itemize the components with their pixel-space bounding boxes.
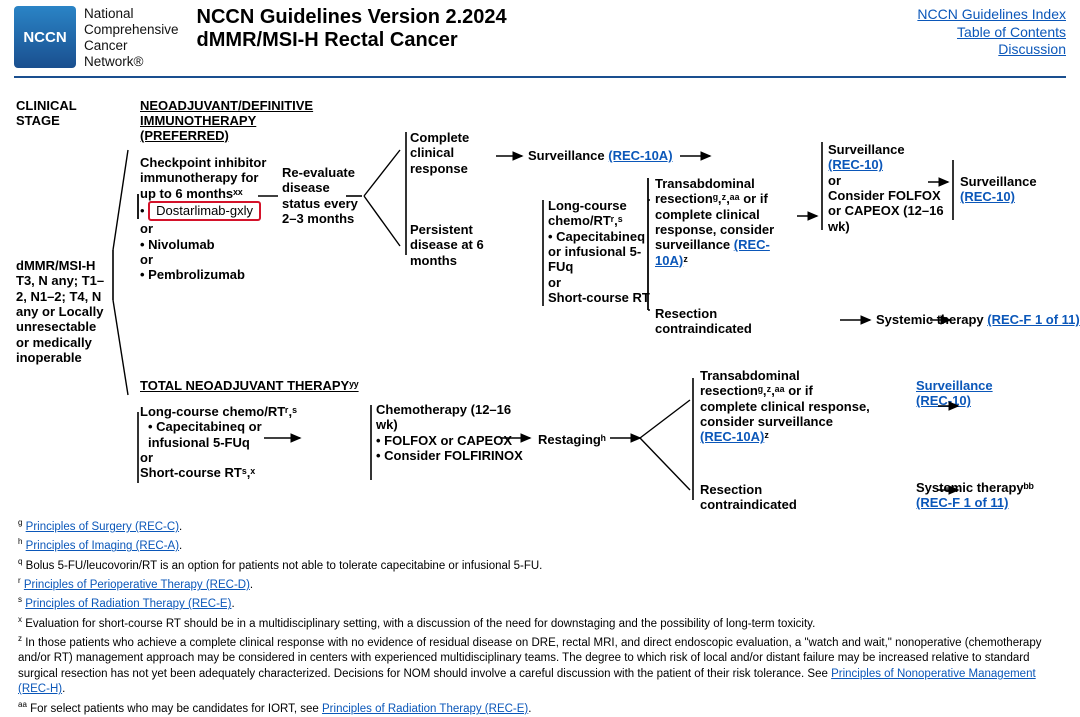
chemo-block: Chemotherapy (12–16 wk) • FOLFOX or CAPE… — [376, 402, 536, 463]
tnt-lcrt-block: Long-course chemo/RTʳ,ˢ • Capecitabineq … — [140, 404, 310, 481]
page-title-1: NCCN Guidelines Version 2.2024 — [197, 6, 507, 29]
transab-2: Transabdominal resectionᵍ,ᶻ,ᵃᵃ or if com… — [700, 368, 870, 445]
link-rec10a-3[interactable]: (REC-10A) — [700, 429, 764, 444]
lcrt-block: Long-course chemo/RTʳ,ˢ • Capecitabineq … — [548, 198, 653, 305]
stage-text: dMMR/MSI-H T3, N any; T1–2, N1–2; T4, N … — [16, 258, 112, 365]
org-name: National Comprehensive Cancer Network® — [84, 6, 179, 70]
colhead-neoadj: NEOADJUVANT/DEFINITIVE IMMUNOTHERAPY (PR… — [140, 98, 330, 143]
link-fn-g[interactable]: Principles of Surgery (REC-C) — [26, 521, 179, 533]
surv-1: Surveillance (REC-10A) — [528, 148, 673, 163]
link-fn-r[interactable]: Principles of Perioperative Therapy (REC… — [24, 579, 250, 591]
link-rec10a-1[interactable]: (REC-10A) — [608, 148, 672, 163]
rescon-1: Resection contraindicated — [655, 306, 790, 337]
link-discussion[interactable]: Discussion — [998, 41, 1066, 57]
link-rec10-2[interactable]: (REC-10) — [960, 189, 1015, 204]
reeval: Re-evaluate disease status every 2–3 mon… — [282, 165, 360, 226]
surv-3: Surveillance(REC-10) — [960, 174, 1070, 205]
sys-1: Systemic therapy (REC-F 1 of 11) — [876, 312, 1080, 327]
checkpoint-block: Checkpoint inhibitor immunotherapy for u… — [140, 155, 270, 283]
link-rec10-3[interactable]: (REC-10) — [916, 393, 971, 408]
transab-1: Transabdominal resectionᵍ,ᶻ,ᵃᵃ or if com… — [655, 176, 800, 268]
link-surveillance[interactable]: Surveillance — [916, 378, 993, 393]
page-title-2: dMMR/MSI-H Rectal Cancer — [197, 29, 507, 52]
link-recf-2[interactable]: (REC-F 1 of 11) — [916, 495, 1008, 510]
link-fn-s[interactable]: Principles of Radiation Therapy (REC-E) — [25, 598, 231, 610]
nccn-logo: NCCN — [14, 6, 76, 68]
colhead-stage: CLINICAL STAGE — [16, 98, 104, 128]
link-rec10-1[interactable]: (REC-10) — [828, 157, 883, 172]
surv-4: Surveillance (REC-10) — [916, 378, 1026, 409]
link-guidelines-index[interactable]: NCCN Guidelines Index — [917, 6, 1066, 22]
link-fn-h[interactable]: Principles of Imaging (REC-A) — [26, 540, 179, 552]
restaging: Restagingʰ — [538, 432, 606, 447]
header-rule — [14, 76, 1066, 78]
colhead-tnt: TOTAL NEOADJUVANT THERAPYʸʸ — [140, 378, 359, 393]
sys-2: Systemic therapyᵇᵇ(REC-F 1 of 11) — [916, 480, 1046, 511]
logo-text: NCCN — [23, 29, 66, 46]
link-toc[interactable]: Table of Contents — [957, 24, 1066, 40]
surv-2-block: Surveillance(REC-10) or Consider FOLFOX … — [828, 142, 956, 234]
ccr: Complete clinical response — [410, 130, 495, 176]
link-fn-aa[interactable]: Principles of Radiation Therapy (REC-E) — [322, 703, 528, 715]
highlight-dostarlimab: Dostarlimab-gxly — [148, 201, 261, 221]
persistent: Persistent disease at 6 months — [410, 222, 495, 268]
rescon-2: Resection contraindicated — [700, 482, 830, 513]
link-recf-1[interactable]: (REC-F 1 of 11) — [987, 312, 1079, 327]
